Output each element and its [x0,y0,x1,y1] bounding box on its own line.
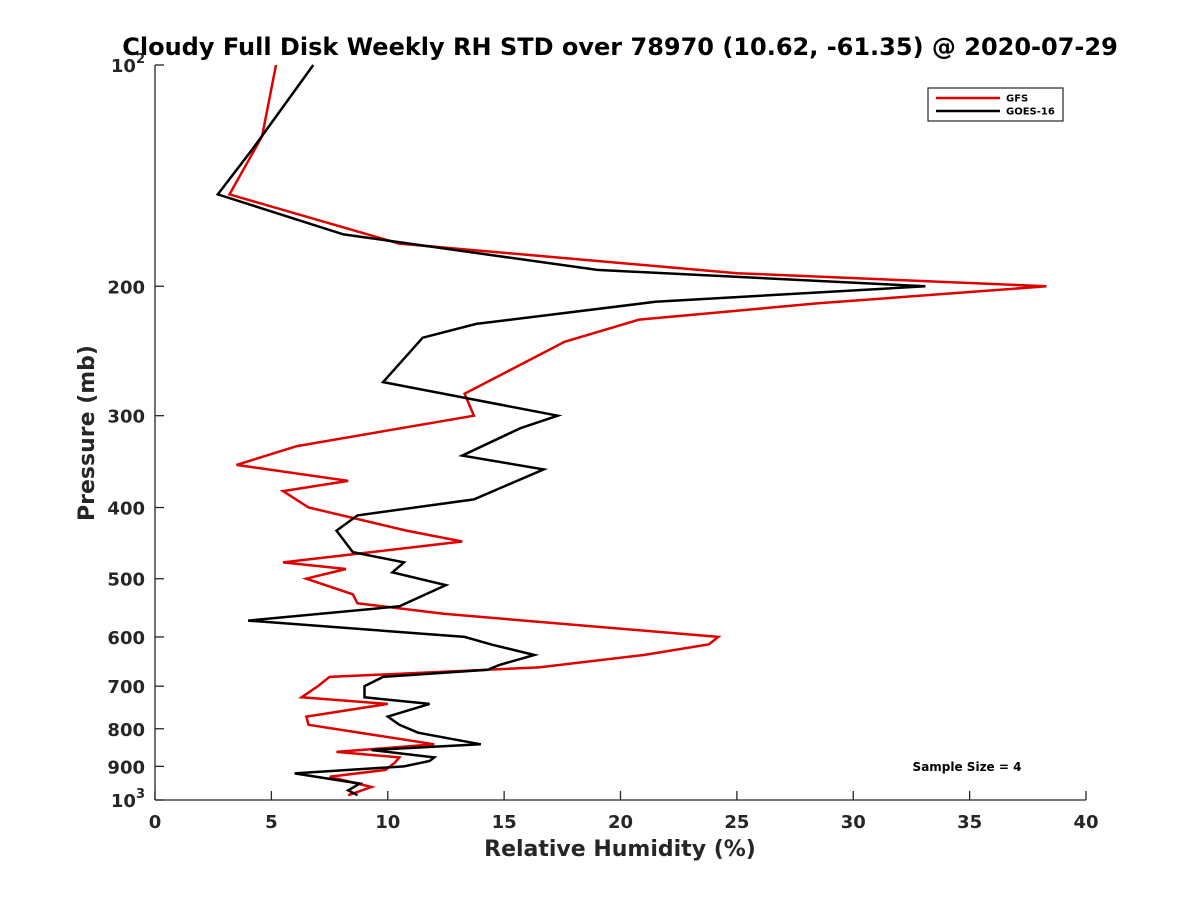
x-tick-label: 20 [608,812,633,833]
legend-label-gfs: GFS [1006,94,1028,105]
y-tick-label: 102 [111,52,145,77]
legend: GFS GOES-16 [927,87,1064,122]
legend-label-goes16: GOES-16 [1006,107,1055,118]
y-tick-label: 300 [107,407,145,428]
axes [154,65,1086,801]
x-tick-label: 5 [265,812,278,833]
chart-title: Cloudy Full Disk Weekly RH STD over 7897… [122,33,1118,61]
y-tick-label: 800 [107,720,145,741]
x-tick-label: 15 [492,812,517,833]
series-line-gfs [227,64,1047,797]
y-tick-label: 700 [107,677,145,698]
x-axis-label: Relative Humidity (%) [484,837,756,862]
x-tick-label: 40 [1073,812,1098,833]
x-tick-label: 35 [957,812,982,833]
y-tick-label: 500 [107,570,145,591]
y-tick-label: 400 [107,499,145,520]
x-tick-label: 30 [841,812,866,833]
x-tick-label: 10 [375,812,400,833]
y-tick-label: 200 [107,277,145,298]
plot-area [215,64,1047,797]
legend-box [927,87,1064,122]
y-tick-label: 103 [111,787,145,812]
x-tick-label: 0 [149,812,162,833]
x-tick-label: 25 [724,812,749,833]
y-axis-label: Pressure (mb) [75,345,100,521]
sample-size-annotation: Sample Size = 4 [913,760,1022,774]
y-tick-label: 900 [107,757,145,778]
x-ticks: 0 5 10 15 20 25 30 35 40 [149,791,1099,833]
series-line-goes16 [215,64,926,797]
y-ticks: 102 200 300 400 500 600 700 800 900 103 [107,52,164,812]
y-tick-label: 600 [107,628,145,649]
